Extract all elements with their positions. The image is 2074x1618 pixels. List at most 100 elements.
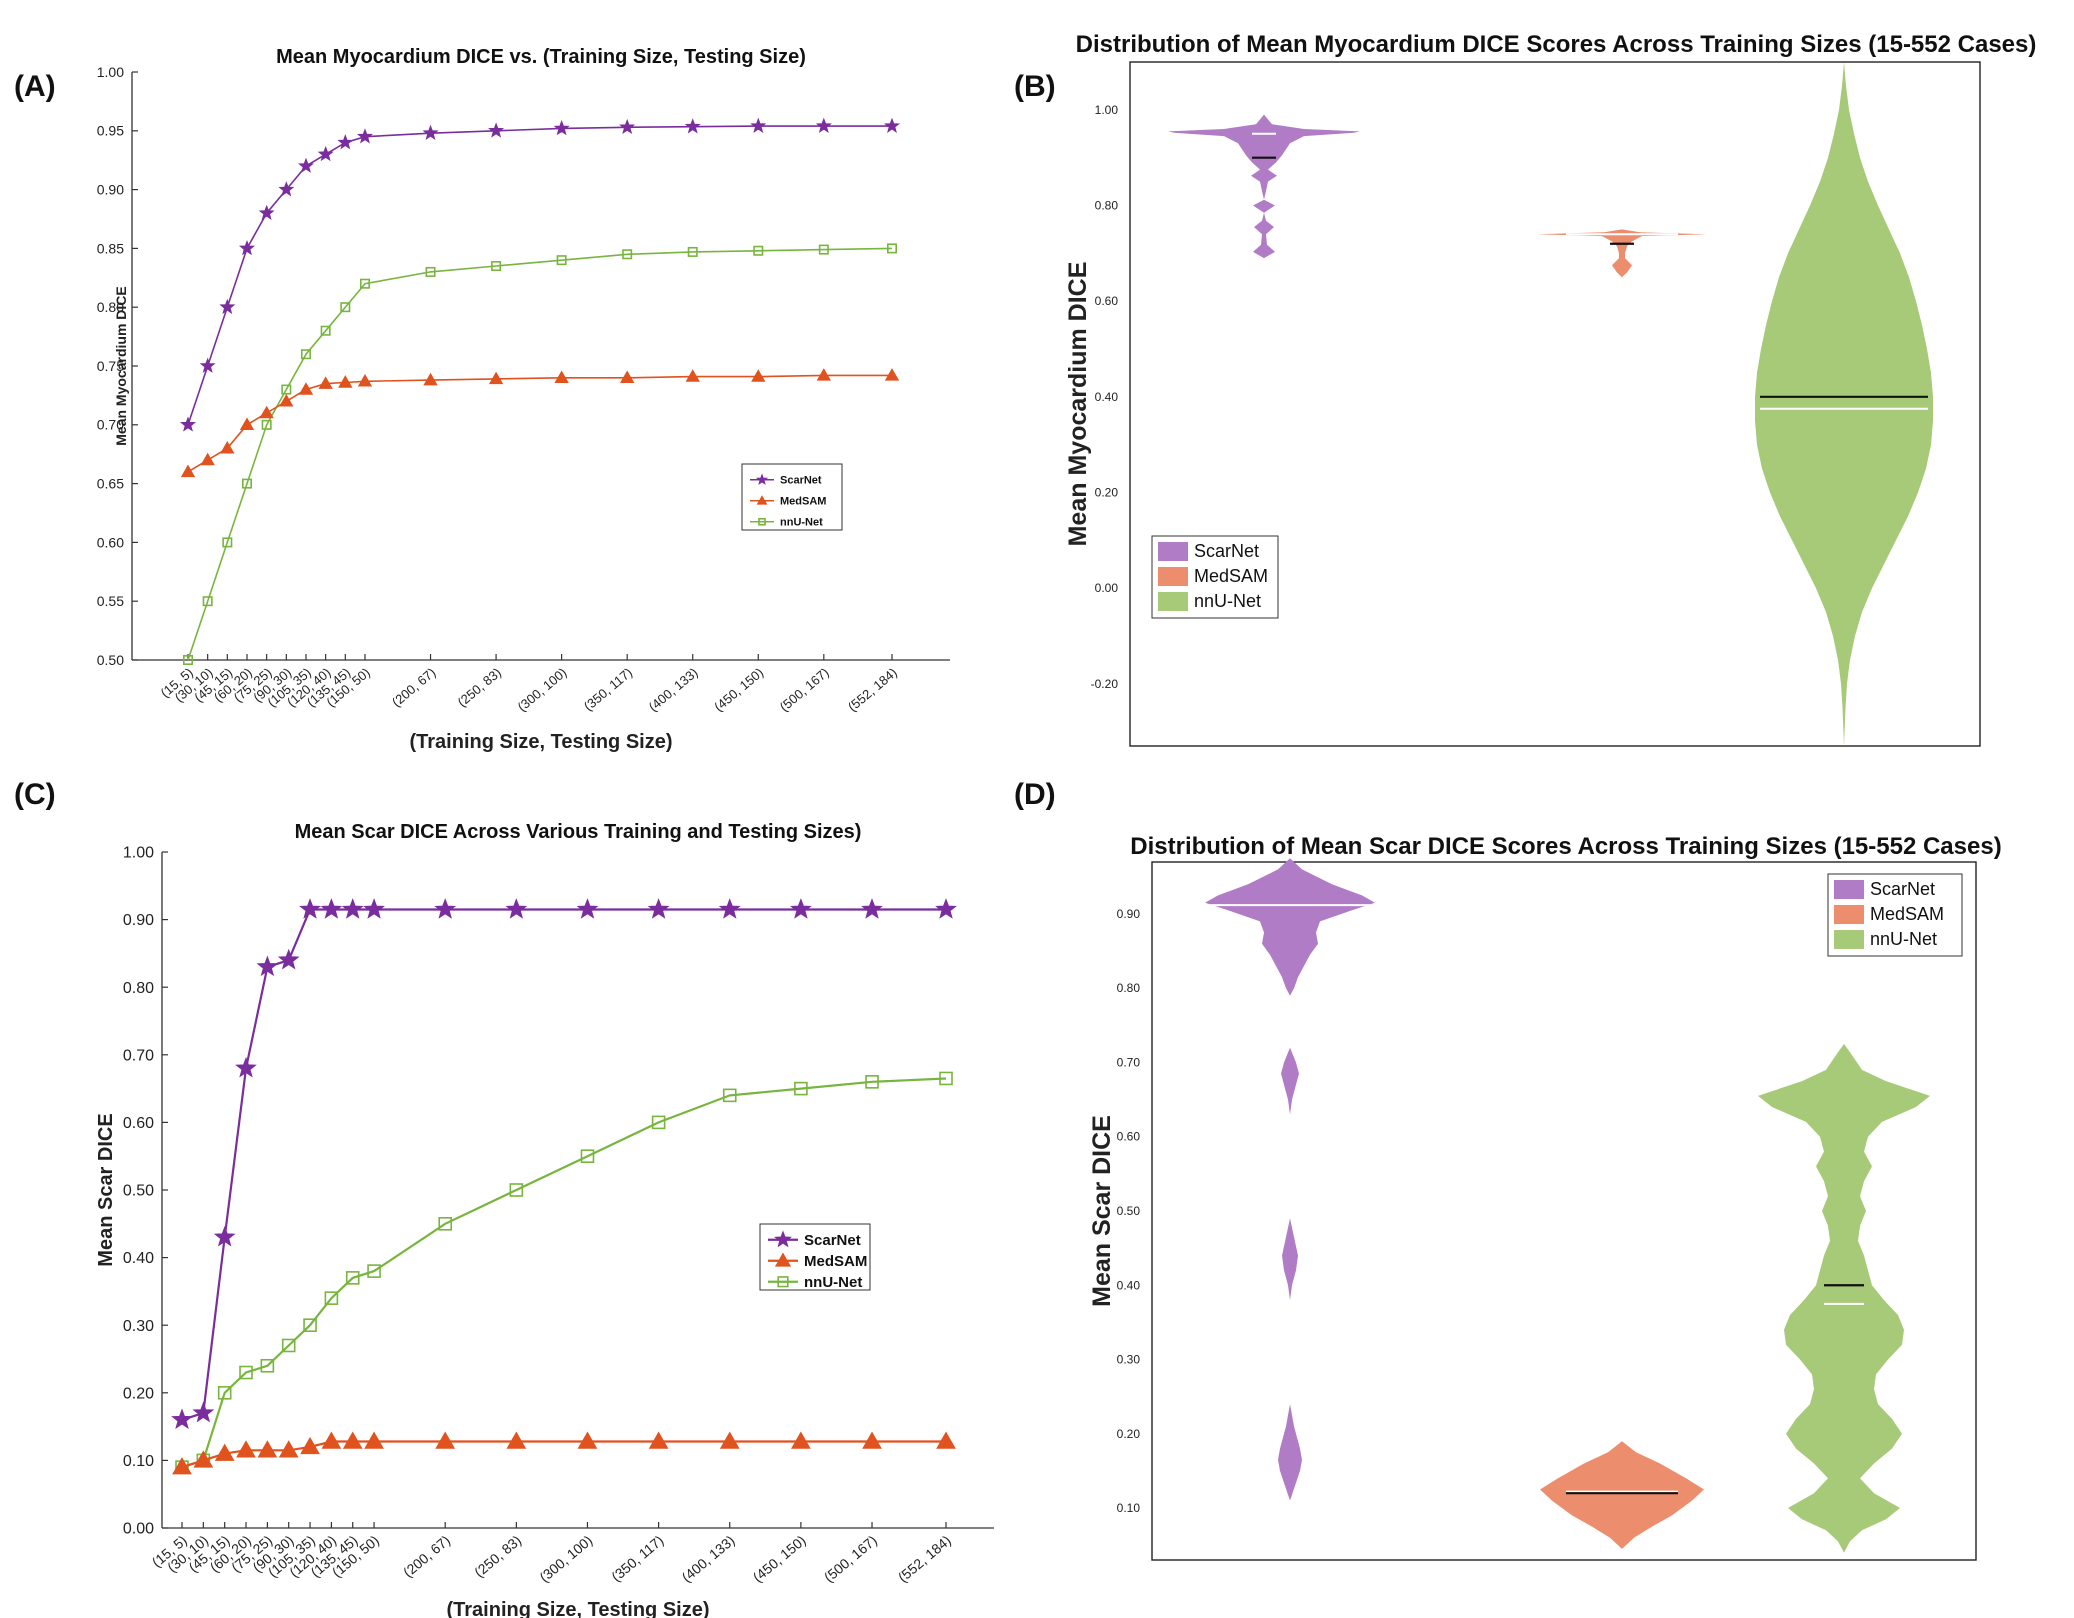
data-point bbox=[342, 1431, 363, 1449]
x-tick-label: (500, 167) bbox=[777, 665, 832, 715]
data-point bbox=[298, 382, 314, 395]
data-point bbox=[281, 384, 292, 395]
y-tick-label: 0.50 bbox=[123, 1183, 154, 1200]
data-point bbox=[505, 898, 528, 919]
data-point bbox=[356, 128, 373, 144]
data-point bbox=[815, 117, 832, 133]
data-point bbox=[939, 1071, 953, 1086]
legend-label: MedSAM bbox=[1870, 904, 1944, 924]
panel-a: (A) Mean Myocardium DICE vs. (Training S… bbox=[0, 0, 1000, 770]
data-point bbox=[363, 898, 385, 919]
data-point bbox=[171, 1408, 193, 1430]
y-tick-label: 0.90 bbox=[97, 182, 124, 198]
legend-label: nnU-Net bbox=[804, 1274, 862, 1291]
data-point bbox=[553, 119, 570, 136]
legend-swatch bbox=[1158, 567, 1188, 586]
legend-label: MedSAM bbox=[804, 1253, 867, 1270]
violin-nnunet bbox=[1755, 62, 1933, 746]
data-point bbox=[509, 1183, 524, 1197]
chart-title: Distribution of Mean Scar DICE Scores Ac… bbox=[1130, 833, 2001, 860]
plot-frame bbox=[1129, 61, 1981, 747]
y-tick-label: 0.95 bbox=[97, 123, 124, 139]
data-point bbox=[620, 370, 635, 383]
legend-label: ScarNet bbox=[1870, 879, 1935, 899]
y-tick-label: 0.00 bbox=[1095, 581, 1119, 595]
x-tick-label: (450, 150) bbox=[711, 665, 766, 715]
data-point bbox=[488, 122, 505, 138]
chart-title: Distribution of Mean Myocardium DICE Sco… bbox=[1076, 31, 2037, 58]
data-point bbox=[791, 1431, 811, 1449]
y-tick-label: 0.85 bbox=[97, 240, 124, 256]
data-point bbox=[192, 1401, 215, 1423]
chart-title: Mean Myocardium DICE vs. (Training Size,… bbox=[276, 46, 806, 68]
data-point bbox=[790, 898, 812, 919]
data-point bbox=[865, 1075, 879, 1089]
data-point bbox=[684, 118, 701, 134]
y-tick-label: 0.90 bbox=[123, 912, 154, 929]
series-line bbox=[181, 908, 946, 1421]
data-point bbox=[340, 302, 351, 313]
y-axis-label: Mean Myocardium DICE bbox=[113, 286, 129, 445]
data-point bbox=[935, 898, 957, 919]
data-point bbox=[359, 278, 370, 289]
y-tick-label: 0.40 bbox=[123, 1250, 154, 1267]
legend-label: nnU-Net bbox=[780, 517, 823, 529]
data-point bbox=[818, 244, 829, 255]
plot-frame bbox=[1151, 861, 1977, 1561]
y-tick-label: 0.20 bbox=[1117, 1427, 1141, 1441]
legend-label: nnU-Net bbox=[1194, 591, 1261, 611]
data-point bbox=[423, 372, 438, 386]
violin-scarnet bbox=[1168, 114, 1360, 259]
data-point bbox=[554, 370, 569, 383]
legend: ScarNet MedSAM nnU-Net bbox=[1827, 873, 1963, 957]
data-point bbox=[217, 1385, 232, 1400]
violin-medsam bbox=[1540, 1441, 1704, 1549]
violin-scarnet bbox=[1282, 1218, 1298, 1301]
chart-title: Mean Scar DICE Across Various Training a… bbox=[295, 821, 862, 843]
data-point bbox=[202, 596, 213, 607]
data-point bbox=[261, 419, 272, 430]
myocardium-dice-violin-chart: Distribution of Mean Myocardium DICE Sco… bbox=[1064, 31, 2037, 747]
violin-scarnet bbox=[1205, 858, 1375, 996]
x-tick-label: (450, 150) bbox=[750, 1532, 809, 1585]
data-point bbox=[647, 898, 670, 919]
x-tick-label: (350, 117) bbox=[608, 1532, 666, 1585]
legend-marker bbox=[756, 495, 768, 505]
y-tick-label: 0.60 bbox=[123, 1115, 154, 1132]
data-point bbox=[241, 478, 252, 489]
y-tick-label: 0.70 bbox=[97, 417, 124, 433]
data-point bbox=[341, 898, 364, 919]
violin-scarnet bbox=[1281, 1047, 1299, 1115]
series-nnunet bbox=[183, 243, 897, 665]
x-tick-label: (400, 133) bbox=[646, 665, 701, 715]
data-point bbox=[193, 1450, 214, 1468]
x-tick-label: (552, 184) bbox=[845, 665, 900, 715]
legend-label: MedSAM bbox=[1194, 566, 1268, 586]
data-point bbox=[220, 441, 235, 454]
scar-dice-line-chart: Mean Scar DICE Across Various Training a… bbox=[95, 821, 994, 1618]
y-tick-label: 0.80 bbox=[123, 980, 154, 997]
data-point bbox=[651, 1115, 666, 1130]
data-point bbox=[364, 1431, 384, 1449]
panel-b: (B) Distribution of Mean Myocardium DICE… bbox=[1000, 0, 2074, 770]
x-tick-label: (350, 117) bbox=[581, 665, 635, 714]
y-tick-label: 0.80 bbox=[97, 299, 124, 315]
data-point bbox=[300, 349, 311, 360]
data-point bbox=[687, 246, 698, 257]
data-point bbox=[719, 1431, 740, 1449]
data-point bbox=[425, 266, 436, 277]
data-point bbox=[222, 537, 233, 548]
x-tick-label: (400, 133) bbox=[678, 1532, 737, 1585]
data-point bbox=[300, 1436, 320, 1455]
y-tick-label: 0.90 bbox=[1117, 907, 1141, 921]
data-point bbox=[506, 1431, 527, 1449]
data-point bbox=[172, 1457, 192, 1475]
legend: ScarNet MedSAM nnU-Net bbox=[1151, 535, 1279, 619]
legend-marker bbox=[774, 1230, 792, 1248]
series-line bbox=[187, 247, 893, 661]
data-point bbox=[886, 243, 897, 254]
x-tick-label: (200, 67) bbox=[400, 1532, 453, 1580]
y-tick-label: 0.60 bbox=[1117, 1130, 1141, 1144]
legend-label: ScarNet bbox=[780, 475, 822, 487]
panel-letter-a: (A) bbox=[14, 70, 56, 103]
